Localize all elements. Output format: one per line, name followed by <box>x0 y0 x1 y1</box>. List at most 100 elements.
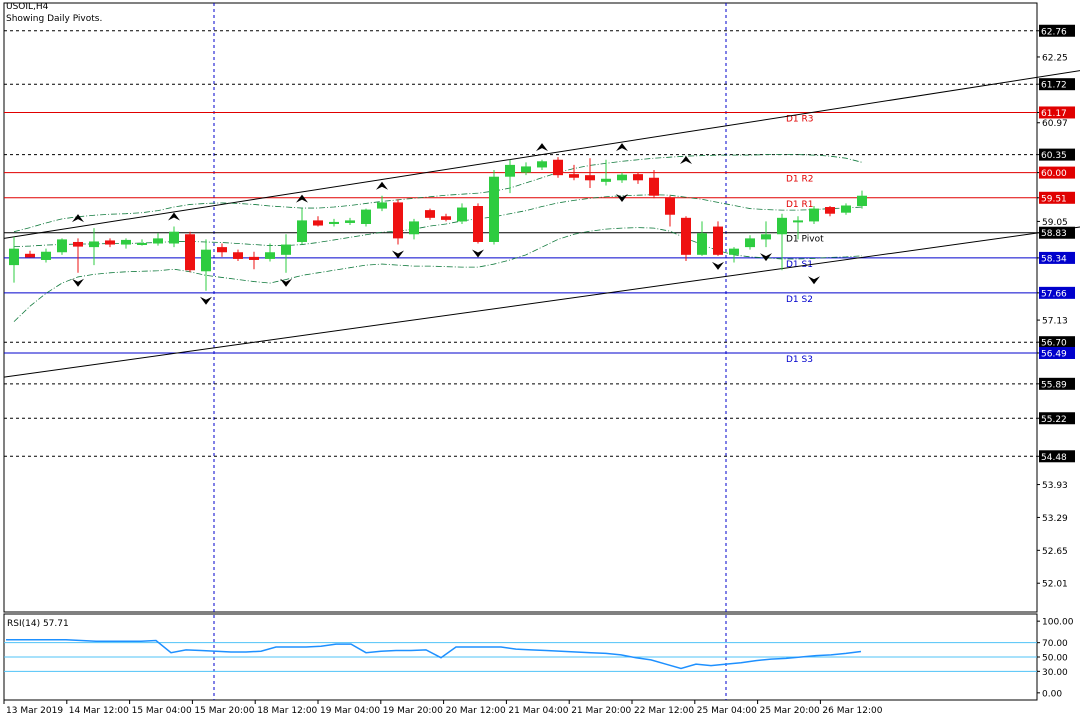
price-tag-box <box>1039 412 1075 425</box>
price-tag-box <box>1039 106 1075 119</box>
price-tag-label: 57.66 <box>1041 289 1067 299</box>
candle-body <box>137 243 147 246</box>
candle-body <box>729 248 739 255</box>
candle-body <box>457 207 467 222</box>
price-tag-label: 56.70 <box>1041 339 1067 349</box>
price-tag-label: 59.51 <box>1041 194 1067 204</box>
fractal-up-marker <box>536 143 548 152</box>
price-axis-label: 59.05 <box>1042 218 1068 228</box>
price-tag-box <box>1039 286 1075 299</box>
price-tag-box <box>1039 24 1075 37</box>
envelope-middle-line <box>13 194 863 247</box>
candle-body <box>793 220 803 223</box>
candle-body <box>217 247 227 253</box>
price-tag-box <box>1039 166 1075 179</box>
price-axis-label: 52.01 <box>1042 580 1068 590</box>
price-tag-box <box>1039 377 1075 390</box>
candle-body <box>393 202 403 239</box>
candle-body <box>617 174 627 181</box>
candle-body <box>313 220 323 226</box>
rsi-axis-label: 0.00 <box>1042 689 1062 699</box>
candle-body <box>505 164 515 177</box>
candle-body <box>745 238 755 248</box>
candle-body <box>153 238 163 244</box>
price-tag-label: 54.48 <box>1041 453 1067 463</box>
time-axis-label: 25 Mar 04:00 <box>697 706 757 716</box>
candle-body <box>553 159 563 176</box>
fractal-up-marker <box>680 156 692 165</box>
price-axis-label: 60.97 <box>1042 119 1068 129</box>
candle-body <box>121 239 131 245</box>
time-axis-label: 21 Mar 04:00 <box>508 706 568 716</box>
price-tag-label: 62.76 <box>1041 27 1067 37</box>
candle-body <box>41 251 51 260</box>
fractal-down-marker <box>72 278 84 287</box>
fractal-down-marker <box>808 276 820 285</box>
candle-body <box>409 221 419 235</box>
fractal-down-marker <box>200 296 212 305</box>
price-tag-box <box>1039 251 1075 264</box>
envelope-lower-line <box>13 227 863 322</box>
candle-body <box>297 220 307 242</box>
time-axis-label: 21 Mar 20:00 <box>571 706 631 716</box>
candle-body <box>665 197 675 215</box>
price-tag-label: 61.72 <box>1041 81 1067 91</box>
pivot-label: D1 R3 <box>786 114 814 124</box>
candle-body <box>537 161 547 168</box>
rsi-axis-label: 100.00 <box>1042 618 1074 628</box>
candle-body <box>185 234 195 271</box>
price-tag-label: 61.17 <box>1041 109 1067 119</box>
main-plot-frame <box>3 2 1038 613</box>
time-axis-label: 19 Mar 04:00 <box>320 706 380 716</box>
candle-body <box>233 252 243 259</box>
price-tag-label: 58.34 <box>1041 254 1067 264</box>
fractal-down-marker <box>392 250 404 259</box>
rsi-line <box>6 639 862 670</box>
fractal-down-marker <box>472 249 484 258</box>
candle-body <box>809 208 819 222</box>
candle-body <box>377 202 387 209</box>
price-tag-label: 60.35 <box>1041 151 1067 161</box>
price-axis-label: 62.25 <box>1042 53 1068 63</box>
price-axis-label: 53.93 <box>1042 481 1068 491</box>
price-axis-label: 53.29 <box>1042 514 1068 524</box>
price-axis-label: 52.65 <box>1042 547 1068 557</box>
fractal-up-marker <box>296 194 308 203</box>
candle-body <box>825 207 835 214</box>
candle-body <box>105 240 115 245</box>
candle-body <box>489 176 499 242</box>
price-tag-label: 55.22 <box>1041 415 1067 425</box>
candle-body <box>169 231 179 244</box>
candle-body <box>25 253 35 258</box>
rsi-axis-label: 30.00 <box>1042 668 1068 678</box>
candle-body <box>633 174 643 181</box>
pivot-label: D1 S2 <box>786 295 813 305</box>
candle-body <box>329 221 339 224</box>
price-tag-box <box>1039 346 1075 359</box>
time-axis-label: 15 Mar 20:00 <box>194 706 254 716</box>
fractal-up-marker <box>72 214 84 223</box>
candle-body <box>57 239 67 253</box>
candle-body <box>777 217 787 235</box>
candle-body <box>713 226 723 255</box>
candle-body <box>441 216 451 220</box>
price-tag-box <box>1039 148 1075 161</box>
price-tag-box <box>1039 226 1075 239</box>
time-axis-label: 25 Mar 20:00 <box>760 706 820 716</box>
fractal-up-marker <box>376 181 388 190</box>
pivot-label: D1 R1 <box>786 200 814 210</box>
rsi-axis-label: 50.00 <box>1042 654 1068 664</box>
time-axis-label: 18 Mar 12:00 <box>257 706 317 716</box>
pivot-label: D1 S1 <box>786 260 813 270</box>
price-tag-box <box>1039 450 1075 463</box>
candle-body <box>697 233 707 255</box>
fractal-down-marker <box>712 261 724 270</box>
rsi-axis-label: 70.00 <box>1042 639 1068 649</box>
channel-line-lower <box>3 226 1080 378</box>
candle-body <box>201 249 211 272</box>
candle-body <box>569 174 579 178</box>
candle-body <box>841 205 851 213</box>
time-axis-label: 15 Mar 04:00 <box>132 706 192 716</box>
candle-body <box>473 206 483 242</box>
channel-line-upper <box>3 70 1080 239</box>
